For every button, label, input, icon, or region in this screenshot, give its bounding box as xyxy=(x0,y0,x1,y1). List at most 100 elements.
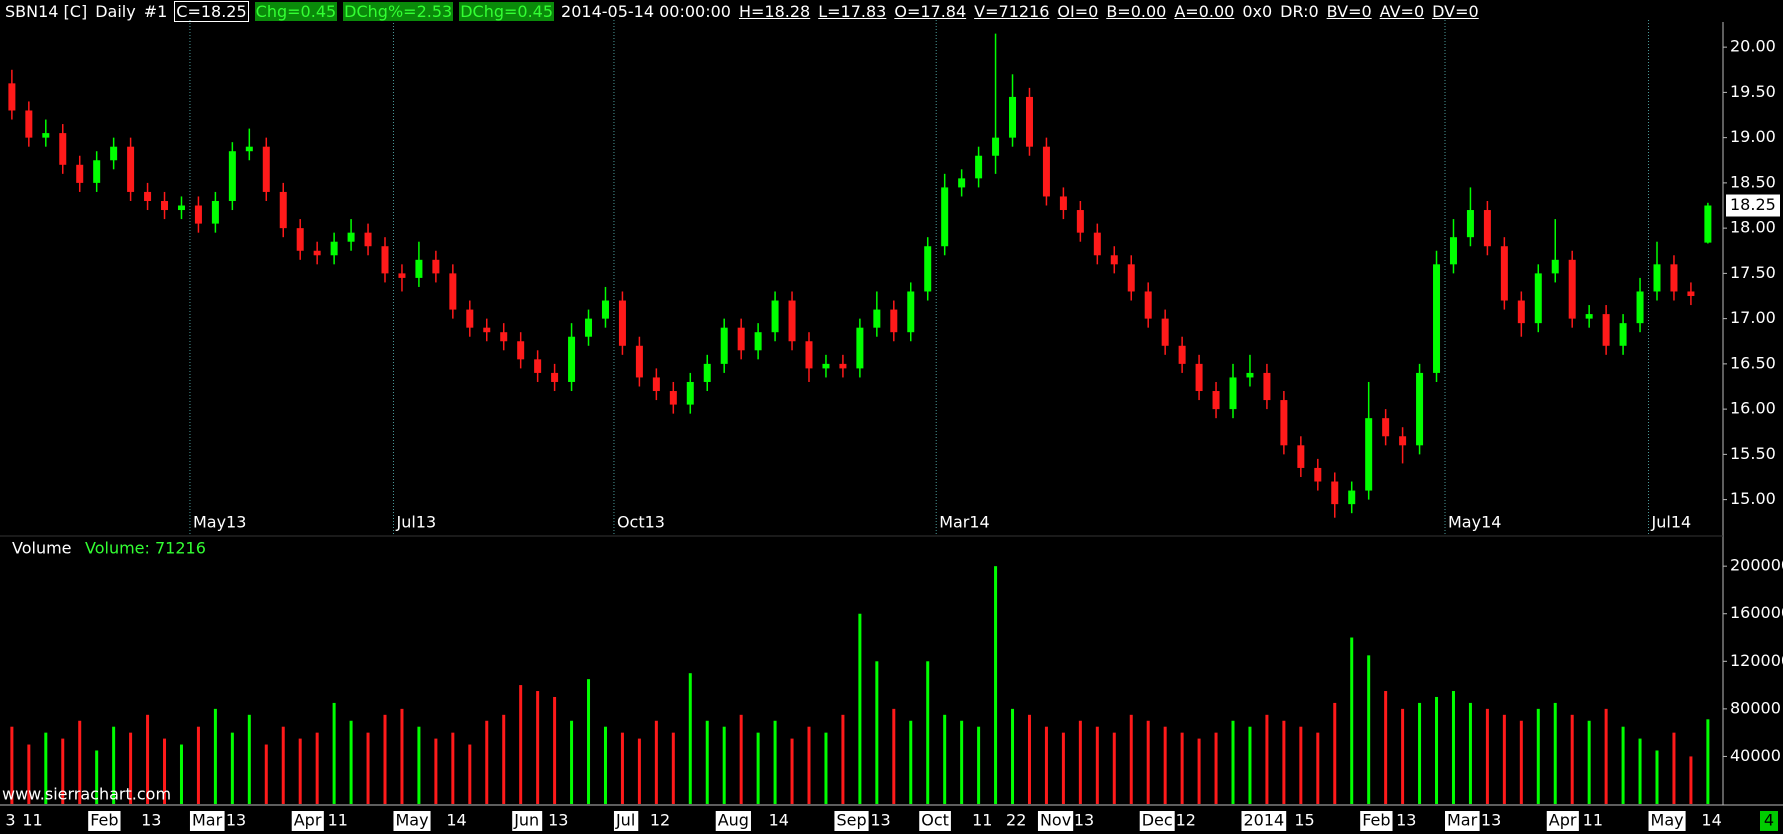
candle-body xyxy=(1144,291,1152,319)
candle-body xyxy=(1059,196,1067,211)
x-tick-label: 15 xyxy=(1294,811,1314,830)
candle-body xyxy=(364,232,372,247)
volume-bar xyxy=(1163,726,1167,804)
volume-bar xyxy=(994,566,998,804)
volume-bar xyxy=(264,744,268,804)
candle-body xyxy=(330,241,338,256)
volume-bar xyxy=(1401,708,1405,804)
candle-body xyxy=(25,110,33,138)
volume-bar xyxy=(1604,708,1608,804)
candle-body xyxy=(1246,372,1254,378)
x-label-box xyxy=(1139,811,1175,831)
volume-field: V=71216 xyxy=(974,2,1050,21)
volume-bar xyxy=(247,714,251,804)
volume-bar xyxy=(773,720,777,804)
volume-bar xyxy=(1282,720,1286,804)
candle-body xyxy=(1076,210,1084,233)
volume-tick-label: 80000 xyxy=(1730,698,1781,717)
candle-body xyxy=(381,246,389,274)
volume-bar xyxy=(722,726,726,804)
volume-bar xyxy=(44,732,48,804)
candle-body xyxy=(1025,96,1033,147)
x-tick-label: Feb xyxy=(90,811,118,830)
x-tick-label: 13 xyxy=(1481,811,1501,830)
change-field: Chg=0.45 xyxy=(254,2,338,21)
volume-bar xyxy=(1435,696,1439,804)
candle-body xyxy=(8,83,16,111)
volume-bar xyxy=(10,726,14,804)
volume-bar xyxy=(790,738,794,804)
candle-body xyxy=(1263,372,1271,401)
candle-body xyxy=(992,137,1000,156)
watermark: www.sierrachart.com xyxy=(2,785,171,804)
candle-body xyxy=(228,151,236,201)
x-label-box xyxy=(88,811,121,831)
candle-body xyxy=(517,341,525,360)
candle-body xyxy=(1568,259,1576,319)
candle-body xyxy=(161,200,169,211)
candle-body xyxy=(1399,436,1407,446)
candle-body xyxy=(805,341,813,369)
chart-number: #1 xyxy=(143,2,168,21)
y-tick-label: 17.00 xyxy=(1730,308,1776,327)
volume-bar xyxy=(502,714,506,804)
x-label-box xyxy=(919,811,951,831)
x-tick-label: 14 xyxy=(446,811,466,830)
candle-body xyxy=(839,363,847,369)
volume-bar xyxy=(536,691,540,804)
volume-bar xyxy=(1384,691,1388,804)
candle-body xyxy=(1314,467,1322,482)
y-tick-label: 20.00 xyxy=(1730,37,1776,56)
volume-bar xyxy=(1129,714,1133,804)
candle-body xyxy=(245,146,253,152)
volume-bar xyxy=(1299,726,1303,804)
volume-bar xyxy=(1214,732,1218,804)
volume-bar xyxy=(756,732,760,804)
volume-bar xyxy=(1095,726,1099,804)
volume-bar xyxy=(315,732,319,804)
volume-bar xyxy=(1451,691,1455,804)
x-tick-label: Apr xyxy=(294,811,322,830)
volume-bar xyxy=(1180,732,1184,804)
candle-body xyxy=(1093,232,1101,256)
candle-body xyxy=(347,232,355,242)
candle-body xyxy=(76,164,84,183)
candle-body xyxy=(1534,273,1542,324)
volume-bar xyxy=(146,714,150,804)
volume-bar xyxy=(977,726,981,804)
volume-bar xyxy=(95,750,99,804)
candle-body xyxy=(551,372,559,382)
candle-body xyxy=(1280,400,1288,446)
volume-tick-label: 160000 xyxy=(1730,603,1783,622)
x-tick-label: 11 xyxy=(972,811,992,830)
volume-bar xyxy=(570,720,574,804)
volume-bar xyxy=(213,708,217,804)
volume-bar xyxy=(383,714,387,804)
volume-bar xyxy=(1689,756,1693,804)
candle-body xyxy=(279,191,287,229)
candle-body xyxy=(415,259,423,278)
candle-body xyxy=(534,359,542,373)
volume-bar xyxy=(943,714,947,804)
x-tick-label: 12 xyxy=(1176,811,1196,830)
y-tick-label: 16.00 xyxy=(1730,399,1776,418)
volume-bar xyxy=(1553,702,1557,804)
candle-body xyxy=(1433,264,1441,373)
volume-bar xyxy=(78,720,82,804)
volume-bar xyxy=(1672,732,1676,804)
volume-bar xyxy=(451,732,455,804)
header-bar: SBN14 [C] Daily #1 C=18.25 Chg=0.45 DChg%=2.5… xyxy=(4,1,1486,23)
bv-field: BV=0 xyxy=(1326,2,1372,21)
badge-box xyxy=(1760,811,1778,831)
x-label-box xyxy=(1546,811,1579,831)
volume-bar xyxy=(434,738,438,804)
close-field: C=18.25 xyxy=(174,1,249,22)
volume-bar xyxy=(909,720,913,804)
daily-change-field: DChg=0.45 xyxy=(459,2,555,21)
volume-bar xyxy=(705,720,709,804)
badge: 4 xyxy=(1764,811,1774,830)
y-tick-label: 15.00 xyxy=(1730,489,1776,508)
candle-body xyxy=(856,327,864,369)
x-tick-label: Feb xyxy=(1362,811,1390,830)
